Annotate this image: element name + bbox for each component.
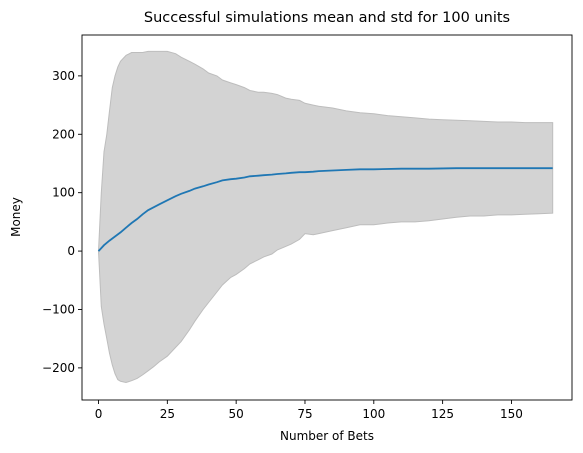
x-tick-label: 150 — [500, 407, 523, 421]
chart-title: Successful simulations mean and std for … — [144, 10, 510, 26]
x-tick-label: 0 — [95, 407, 103, 421]
y-axis-label: Money — [9, 197, 23, 237]
y-tick-label: −100 — [42, 302, 75, 316]
x-tick-label: 50 — [229, 407, 244, 421]
y-tick-label: 300 — [52, 69, 75, 83]
y-tick-label: 200 — [52, 127, 75, 141]
y-axis: −200 −100 0 100 200 300 — [42, 69, 82, 375]
x-axis-label: Number of Bets — [280, 429, 374, 443]
mean-line — [97, 167, 553, 252]
x-axis: 0 25 50 75 100 125 150 — [95, 400, 523, 421]
y-tick-label: −200 — [42, 361, 75, 375]
x-tick-label: 100 — [362, 407, 385, 421]
plot-area — [97, 50, 554, 384]
y-tick-label: 0 — [67, 244, 75, 258]
x-tick-label: 125 — [431, 407, 454, 421]
x-tick-label: 25 — [160, 407, 175, 421]
axes-frame — [81, 34, 573, 401]
x-tick-label: 75 — [297, 407, 312, 421]
y-tick-label: 100 — [52, 186, 75, 200]
